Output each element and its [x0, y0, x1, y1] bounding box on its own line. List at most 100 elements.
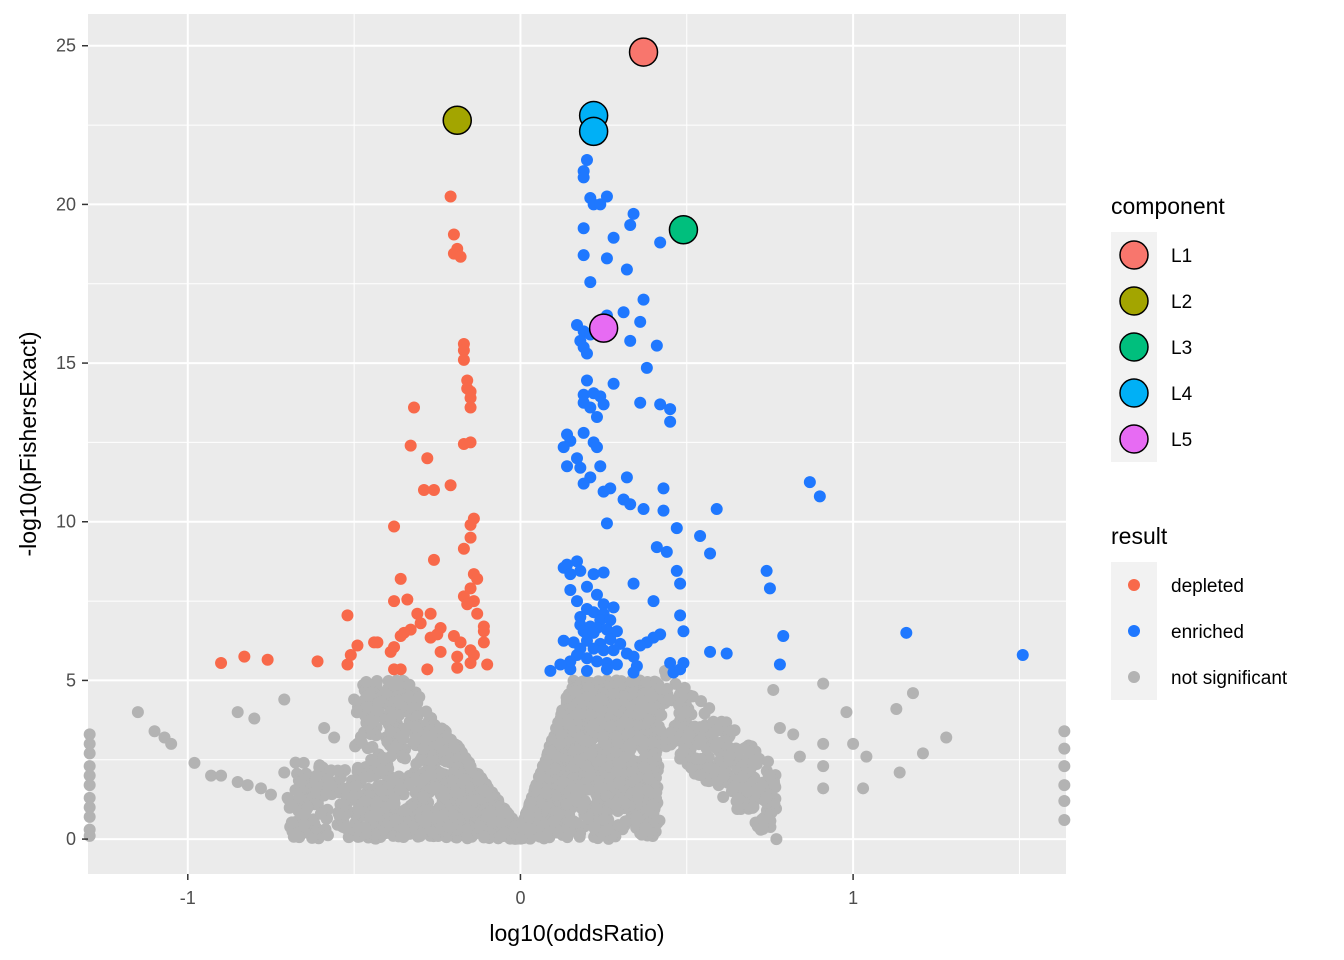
point-not-significant — [420, 705, 433, 718]
x-axis-title: log10(oddsRatio) — [489, 920, 664, 946]
point-enriched — [600, 623, 613, 636]
point-not-significant — [560, 691, 573, 704]
point-not-significant — [552, 716, 565, 729]
point-component-l1 — [628, 37, 659, 67]
y-tick-label: 10 — [56, 512, 76, 532]
legend-component-swatch — [1119, 378, 1149, 408]
point-depleted — [341, 609, 354, 622]
point-depleted — [461, 598, 474, 611]
point-enriched — [604, 633, 617, 646]
point-not-significant — [588, 821, 601, 834]
point-depleted — [394, 572, 407, 585]
point-enriched — [763, 582, 776, 595]
point-not-significant — [399, 752, 412, 765]
point-not-significant — [376, 764, 389, 777]
point-enriched — [577, 249, 590, 262]
point-not-significant — [384, 725, 397, 738]
point-depleted — [451, 650, 464, 663]
point-not-significant — [409, 720, 422, 733]
point-not-significant — [215, 769, 228, 782]
point-not-significant — [426, 826, 439, 839]
point-not-significant — [1058, 760, 1071, 773]
point-not-significant — [762, 755, 775, 768]
point-depleted — [421, 663, 434, 676]
point-not-significant — [707, 727, 720, 740]
y-axis-title: -log10(pFishersExact) — [15, 332, 41, 557]
point-enriched — [664, 656, 677, 669]
point-depleted — [368, 636, 381, 649]
point-not-significant — [83, 810, 96, 823]
point-not-significant — [738, 742, 751, 755]
point-enriched — [650, 339, 663, 352]
point-not-significant — [686, 690, 699, 703]
point-not-significant — [328, 731, 341, 744]
point-enriched — [561, 460, 574, 473]
point-depleted — [457, 353, 470, 366]
point-enriched — [670, 522, 683, 535]
point-not-significant — [248, 712, 261, 725]
point-not-significant — [254, 782, 267, 795]
point-not-significant — [398, 724, 411, 737]
point-not-significant — [639, 821, 652, 834]
point-not-significant — [188, 756, 201, 769]
point-not-significant — [477, 783, 490, 796]
point-not-significant — [364, 714, 377, 727]
point-not-significant — [581, 812, 594, 825]
point-not-significant — [644, 702, 657, 715]
point-not-significant — [231, 706, 244, 719]
point-not-significant — [571, 707, 584, 720]
point-enriched — [647, 595, 660, 608]
point-enriched — [590, 441, 603, 454]
point-not-significant — [437, 790, 450, 803]
legend-component-label: L1 — [1171, 246, 1192, 267]
point-not-significant — [477, 831, 490, 844]
point-not-significant — [525, 823, 538, 836]
point-not-significant — [717, 790, 730, 803]
point-not-significant — [366, 753, 379, 766]
point-not-significant — [321, 829, 334, 842]
point-component-l5 — [588, 313, 619, 343]
grid-major — [88, 14, 1066, 874]
point-not-significant — [522, 809, 535, 822]
point-enriched — [564, 568, 577, 581]
point-not-significant — [697, 720, 710, 733]
point-not-significant — [757, 814, 770, 827]
point-not-significant — [840, 706, 853, 719]
point-not-significant — [655, 709, 668, 722]
point-not-significant — [890, 702, 903, 715]
y-tick-label: 25 — [56, 36, 76, 56]
points-enriched — [544, 153, 1029, 679]
point-not-significant — [545, 745, 558, 758]
point-enriched — [577, 426, 590, 439]
point-enriched — [604, 614, 617, 627]
point-enriched — [620, 471, 633, 484]
point-not-significant — [536, 759, 549, 772]
point-not-significant — [448, 741, 461, 754]
legend-component-label: L2 — [1171, 292, 1192, 313]
point-not-significant — [641, 675, 654, 688]
point-not-significant — [298, 818, 311, 831]
point-not-significant — [582, 681, 595, 694]
point-not-significant — [631, 718, 644, 731]
point-depleted — [424, 607, 437, 620]
point-not-significant — [360, 676, 373, 688]
points-component — [442, 37, 699, 343]
legend-component-swatch — [1119, 424, 1149, 454]
point-enriched — [704, 547, 717, 560]
point-enriched — [574, 461, 587, 474]
point-depleted — [464, 391, 477, 404]
point-not-significant — [860, 750, 873, 763]
point-enriched — [571, 555, 583, 568]
point-depleted — [344, 649, 357, 662]
point-not-significant — [685, 761, 698, 774]
point-not-significant — [817, 760, 830, 773]
point-depleted — [384, 645, 397, 658]
point-not-significant — [297, 756, 310, 769]
point-not-significant — [694, 734, 707, 747]
point-not-significant — [549, 805, 562, 818]
point-not-significant — [414, 830, 427, 843]
point-not-significant — [392, 678, 405, 691]
point-not-significant — [368, 828, 381, 841]
point-enriched — [650, 541, 663, 554]
point-not-significant — [725, 724, 738, 737]
